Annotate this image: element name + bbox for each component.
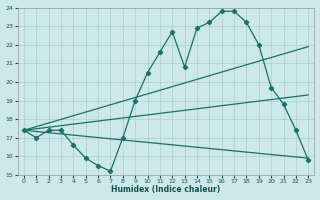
X-axis label: Humidex (Indice chaleur): Humidex (Indice chaleur) (111, 185, 221, 194)
